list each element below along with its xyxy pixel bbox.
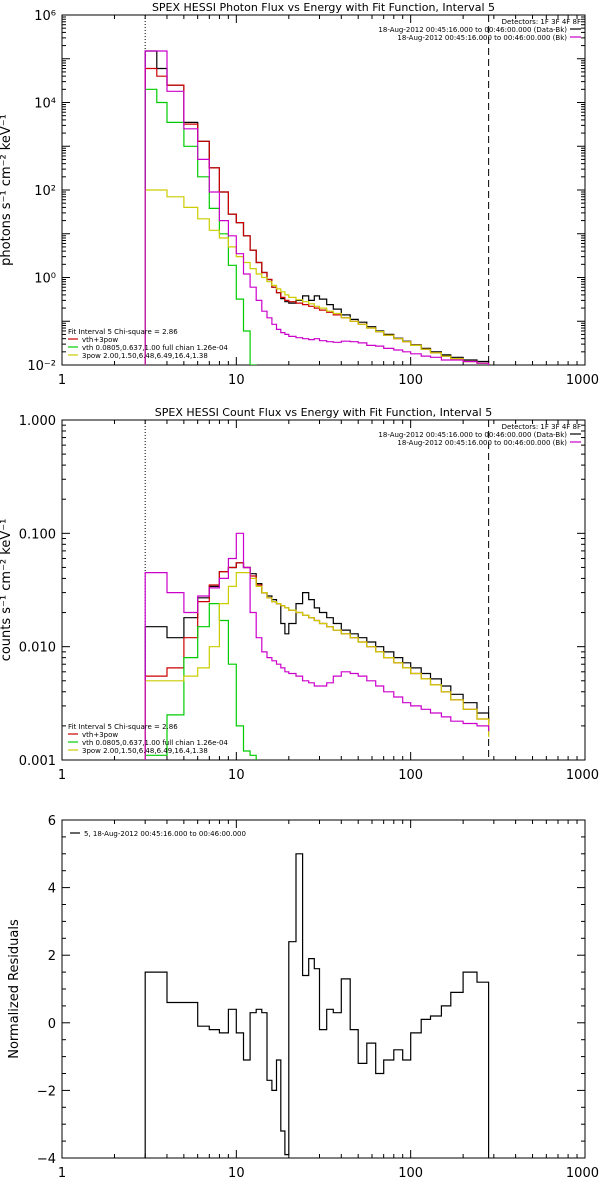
series-line-1	[144, 853, 490, 1158]
chart-panel-1: SPEX HESSI Photon Flux vs Energy with Fi…	[0, 1, 599, 388]
y-tick-label: 10⁶	[34, 9, 56, 24]
legend-header: Fit Interval 5 Chi-square = 2.86	[68, 723, 178, 731]
legend-entry-text: 5, 18-Aug-2012 00:45:16.000 to 00:46:00.…	[84, 830, 246, 838]
legend-entry-text: 18-Aug-2012 00:45:16.000 to 00:46:00.000…	[397, 439, 567, 447]
chart-title: SPEX HESSI Count Flux vs Energy with Fit…	[155, 406, 492, 419]
x-tick-label: 100	[398, 373, 423, 388]
legend-bottom-left: Fit Interval 5 Chi-square = 2.86vth+3pow…	[68, 328, 228, 360]
legend-entry-text: 18-Aug-2012 00:45:16.000 to 00:46:00.000…	[378, 26, 567, 34]
y-tick-label: 10⁻²	[27, 359, 56, 374]
legend-entry-text: 18-Aug-2012 00:45:16.000 to 00:46:00.000…	[397, 34, 567, 42]
y-tick-label: 10⁴	[34, 97, 56, 112]
y-axis-label: photons s⁻¹ cm⁻² keV⁻¹	[0, 114, 14, 266]
series-line-3	[144, 88, 257, 365]
series-line-1	[144, 562, 490, 760]
y-tick-label: 0.010	[19, 641, 56, 656]
plot-frame	[61, 419, 586, 761]
y-tick-label: −4	[37, 1152, 56, 1167]
y-tick-label: 0.100	[19, 527, 56, 542]
series-line-4	[144, 572, 490, 760]
series-line-4	[144, 189, 490, 365]
legend-top-left: 5, 18-Aug-2012 00:45:16.000 to 00:46:00.…	[70, 830, 246, 838]
legend-entry-text: vth 0.0805,0.637,1.00 full chian 1.26e-0…	[82, 739, 228, 747]
x-tick-label: 10	[228, 1166, 245, 1181]
chart-title: SPEX HESSI Photon Flux vs Energy with Fi…	[152, 1, 495, 14]
legend-entry-text: vth 0.0805,0.637,1.00 full chian 1.26e-0…	[82, 344, 228, 352]
y-axis-label: Normalized Residuals	[7, 919, 22, 1059]
chart-panel-3: 1 10 100 1000 −4 −2 0 2 4 6 Normalized Residuals 5,…	[7, 814, 599, 1181]
series-line-2	[144, 562, 490, 760]
y-tick-label: 2	[48, 949, 56, 964]
series-group	[144, 853, 490, 1158]
legend-header: Detectors: 1F 3F 4F 8F	[502, 423, 581, 431]
legend-entry-text: 3pow 2.00,1.50,6.48,6.49,16.4,1.38	[82, 352, 208, 360]
x-tick-label: 1000	[566, 768, 599, 783]
plot-frame	[61, 14, 586, 366]
y-tick-label: 6	[48, 814, 56, 829]
legend-bottom-left: Fit Interval 5 Chi-square = 2.86vth+3pow…	[68, 723, 228, 755]
y-tick-label: 10⁰	[34, 272, 56, 287]
x-tick-label: 1000	[566, 373, 599, 388]
x-tick-label: 10	[228, 373, 245, 388]
legend-entry-text: vth+3pow	[82, 731, 118, 739]
y-tick-label: 1.000	[19, 414, 56, 429]
plot-frame	[61, 819, 586, 1159]
series-line-5	[144, 532, 490, 760]
x-tick-label: 10	[228, 768, 245, 783]
series-line-1	[144, 50, 490, 365]
x-tick-label: 1	[58, 373, 66, 388]
y-tick-label: −2	[37, 1084, 56, 1099]
chart-panel-2: SPEX HESSI Count Flux vs Energy with Fit…	[0, 406, 599, 783]
series-group	[144, 532, 490, 760]
x-tick-label: 1000	[566, 1166, 599, 1181]
y-tick-label: 0	[48, 1017, 56, 1032]
y-tick-label: 4	[48, 882, 56, 897]
legend-header: Fit Interval 5 Chi-square = 2.86	[68, 328, 178, 336]
series-group	[144, 50, 490, 365]
x-tick-label: 1	[58, 1166, 66, 1181]
legend-header: Detectors: 1F 3F 4F 8F	[502, 18, 581, 26]
x-tick-label: 100	[398, 1166, 423, 1181]
y-axis-label: counts s⁻¹ cm⁻² keV⁻¹	[0, 519, 14, 662]
x-tick-label: 1	[58, 768, 66, 783]
y-tick-label: 10²	[34, 184, 56, 199]
legend-entry-text: vth+3pow	[82, 336, 118, 344]
y-tick-label: 0.001	[19, 754, 56, 769]
series-line-5	[144, 50, 490, 365]
x-tick-label: 100	[398, 768, 423, 783]
legend-entry-text: 3pow 2.00,1.50,6.48,6.49,16.4,1.38	[82, 747, 208, 755]
legend-entry-text: 18-Aug-2012 00:45:16.000 to 00:46:00.000…	[378, 431, 567, 439]
series-line-2	[144, 67, 490, 365]
